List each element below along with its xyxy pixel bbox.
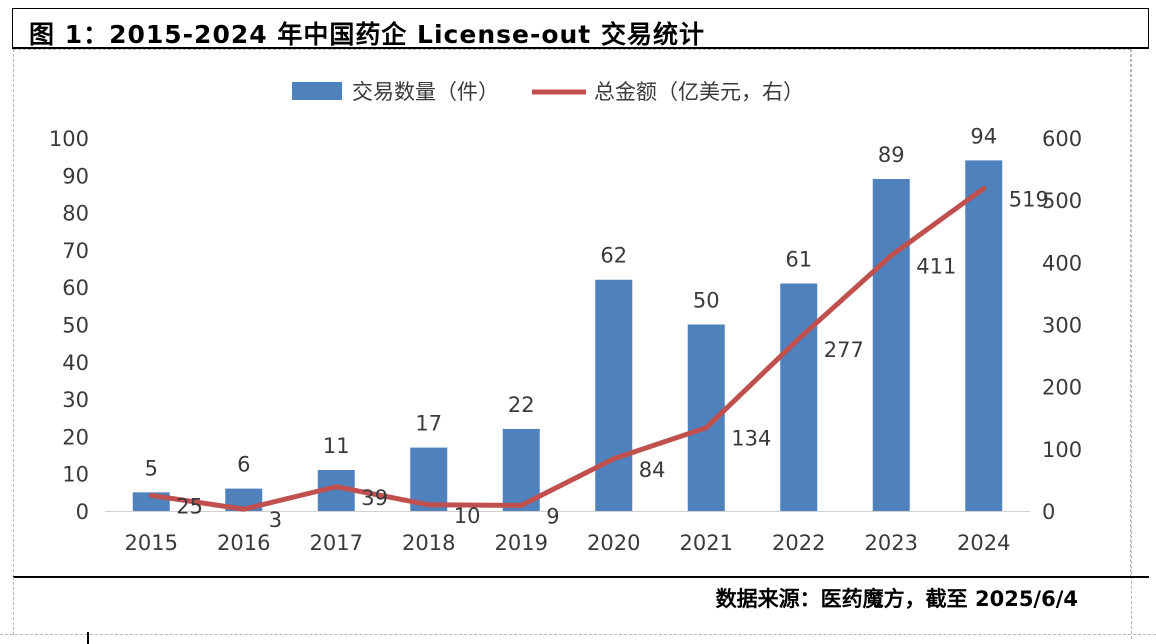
x-axis-tick-label: 2019 — [495, 531, 548, 555]
x-axis-tick-label: 2021 — [680, 531, 733, 555]
right-axis: 0 100 200 300 400 500 600 — [1042, 127, 1082, 524]
left-axis-tick-label: 80 — [62, 202, 89, 226]
left-dashed-border — [13, 577, 14, 635]
legend: 交易数量（件） 总金额（亿美元，右） — [292, 80, 804, 104]
bar-data-label: 89 — [878, 143, 905, 167]
left-axis-tick-label: 70 — [62, 239, 89, 263]
x-axis-tick-label: 2024 — [957, 531, 1010, 555]
line-data-label: 3 — [269, 508, 282, 532]
text-cursor — [87, 632, 89, 644]
line-data-label: 519 — [1009, 187, 1049, 211]
line-data-label: 39 — [361, 486, 388, 510]
bar-data-label: 17 — [415, 412, 442, 436]
bar-data-label: 6 — [237, 453, 250, 477]
figure-title-bar: 图 1：2015-2024 年中国药企 License-out 交易统计 — [12, 8, 1149, 49]
bar — [965, 160, 1003, 511]
right-axis-tick-label: 400 — [1042, 251, 1082, 275]
bar-data-label: 22 — [508, 393, 535, 417]
line-data-labels: 25 3 39 10 9 84 134 277 411 519 — [176, 187, 1049, 532]
line-data-label: 277 — [824, 338, 864, 362]
left-axis-tick-label: 90 — [62, 164, 89, 188]
left-axis-tick-label: 100 — [49, 127, 89, 151]
right-axis-tick-label: 200 — [1042, 376, 1082, 400]
line-data-label: 10 — [454, 504, 481, 528]
bar-series — [132, 160, 1003, 511]
left-axis-tick-label: 50 — [62, 314, 89, 338]
line-data-label: 25 — [176, 494, 203, 518]
total-amount-line — [148, 185, 987, 512]
x-axis-tick-label: 2020 — [587, 531, 640, 555]
bar-data-label: 11 — [323, 434, 350, 458]
bar-data-label: 61 — [785, 247, 812, 271]
right-axis-tick-label: 300 — [1042, 314, 1082, 338]
left-axis-tick-label: 60 — [62, 276, 89, 300]
right-axis-tick-label: 0 — [1042, 500, 1055, 524]
x-axis-tick-label: 2022 — [772, 531, 825, 555]
x-axis-tick-label: 2016 — [217, 531, 270, 555]
bar-data-label: 5 — [145, 456, 158, 480]
figure-title: 图 1：2015-2024 年中国药企 License-out 交易统计 — [29, 20, 705, 49]
x-axis-tick-label: 2017 — [310, 531, 363, 555]
left-axis-tick-label: 40 — [62, 351, 89, 375]
x-axis-ticks: 2015 2016 2017 2018 2019 2020 2021 2022 2023 2024 — [125, 531, 1011, 555]
footer-dashed-border — [0, 634, 1156, 635]
left-axis-tick-label: 20 — [62, 425, 89, 449]
line-data-label: 9 — [546, 504, 559, 528]
legend-bar-swatch — [292, 82, 342, 100]
bar-data-label: 50 — [693, 289, 720, 313]
legend-bar-label: 交易数量（件） — [352, 80, 499, 104]
x-axis-tick-label: 2015 — [125, 531, 178, 555]
line-data-label: 134 — [731, 427, 771, 451]
x-axis-tick-label: 2023 — [865, 531, 918, 555]
bar-data-label: 62 — [600, 244, 627, 268]
legend-line-label: 总金额（亿美元，右） — [594, 80, 804, 104]
left-axis-tick-label: 10 — [62, 463, 89, 487]
right-dashed-border — [1131, 49, 1132, 639]
line-data-label: 84 — [639, 458, 666, 482]
line-series — [148, 185, 987, 512]
left-axis-tick-label: 30 — [62, 388, 89, 412]
line-data-label: 411 — [916, 254, 956, 278]
right-axis-tick-label: 600 — [1042, 127, 1082, 151]
bar — [595, 279, 633, 511]
right-axis-tick-label: 100 — [1042, 438, 1082, 462]
bar — [872, 179, 910, 511]
source-note: 数据来源：医药魔方，截至 2025/6/4 — [715, 587, 1078, 611]
bar — [780, 283, 818, 511]
left-axis-tick-label: 0 — [76, 500, 89, 524]
left-axis: 0 10 20 30 40 50 60 70 80 90 100 — [49, 127, 89, 524]
bar-data-labels: 5 6 11 17 22 62 50 61 89 94 — [145, 124, 998, 480]
x-axis-tick-label: 2018 — [402, 531, 455, 555]
bar-data-label: 94 — [970, 124, 997, 148]
right-axis-tick-label: 500 — [1042, 189, 1082, 213]
bottom-rule — [13, 576, 1149, 578]
